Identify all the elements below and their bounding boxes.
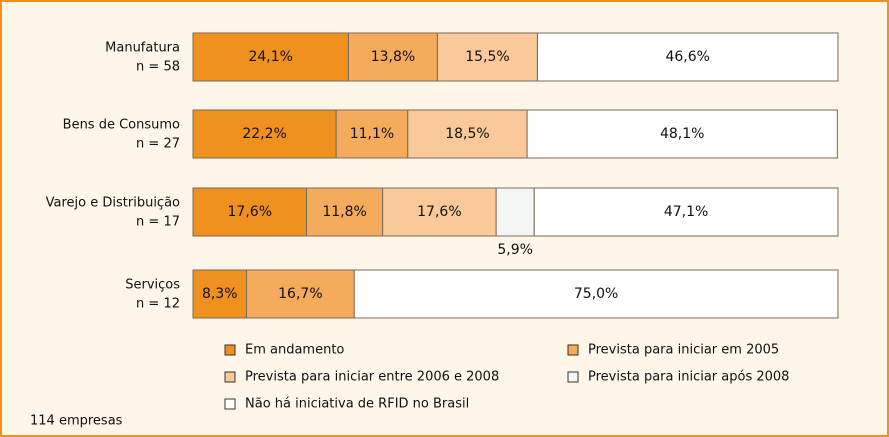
legend-label: Prevista para iniciar após 2008 bbox=[588, 370, 789, 385]
value-label: 13,8% bbox=[371, 49, 415, 65]
category-note: n = 58 bbox=[136, 60, 180, 75]
legend-swatch bbox=[567, 371, 579, 383]
category-label: Varejo e Distribuição bbox=[46, 196, 180, 211]
legend-swatch bbox=[224, 371, 236, 383]
bar-segment bbox=[533, 187, 839, 237]
bar-segment bbox=[526, 109, 838, 159]
bar-segment bbox=[353, 269, 839, 319]
value-label: 46,6% bbox=[665, 49, 709, 65]
legend-swatch bbox=[224, 398, 236, 410]
value-label: 47,1% bbox=[664, 204, 708, 220]
bar-segment bbox=[192, 187, 308, 237]
value-label: 17,6% bbox=[417, 204, 461, 220]
legend-label: Não há iniciativa de RFID no Brasil bbox=[245, 397, 469, 412]
category-note: n = 27 bbox=[136, 137, 180, 152]
legend-label: Prevista para iniciar em 2005 bbox=[588, 343, 779, 358]
bar-segment bbox=[536, 32, 839, 82]
bar-segment bbox=[495, 187, 535, 237]
footnote: 114 empresas bbox=[30, 414, 123, 429]
value-label: 11,8% bbox=[322, 204, 366, 220]
category-label: Bens de Consumo bbox=[63, 118, 180, 133]
bar-segment bbox=[192, 109, 337, 159]
category-note: n = 12 bbox=[136, 297, 180, 312]
category-note: n = 17 bbox=[136, 215, 180, 230]
bar-segment bbox=[436, 32, 538, 82]
legend-swatch bbox=[224, 344, 236, 356]
bar-segment bbox=[192, 32, 349, 82]
bar-segment bbox=[382, 187, 497, 237]
bar-segment bbox=[347, 32, 438, 82]
value-label: 8,3% bbox=[202, 286, 238, 302]
bar-segment bbox=[335, 109, 409, 159]
value-label: 15,5% bbox=[465, 49, 509, 65]
category-label: Serviços bbox=[125, 278, 180, 293]
category-label: Manufatura bbox=[105, 41, 180, 56]
value-label: 11,1% bbox=[350, 126, 394, 142]
legend-label: Em andamento bbox=[245, 343, 344, 358]
value-label: 18,5% bbox=[445, 126, 489, 142]
value-label: 48,1% bbox=[660, 126, 704, 142]
value-label: 24,1% bbox=[248, 49, 292, 65]
legend-swatch bbox=[567, 344, 579, 356]
value-label: 16,7% bbox=[278, 286, 322, 302]
legend-label: Prevista para iniciar entre 2006 e 2008 bbox=[245, 370, 499, 385]
value-label: 5,9% bbox=[497, 242, 533, 258]
value-label: 17,6% bbox=[228, 204, 272, 220]
value-label: 22,2% bbox=[242, 126, 286, 142]
bar-segment bbox=[192, 269, 248, 319]
value-label: 75,0% bbox=[574, 286, 618, 302]
bar-segment bbox=[407, 109, 528, 159]
